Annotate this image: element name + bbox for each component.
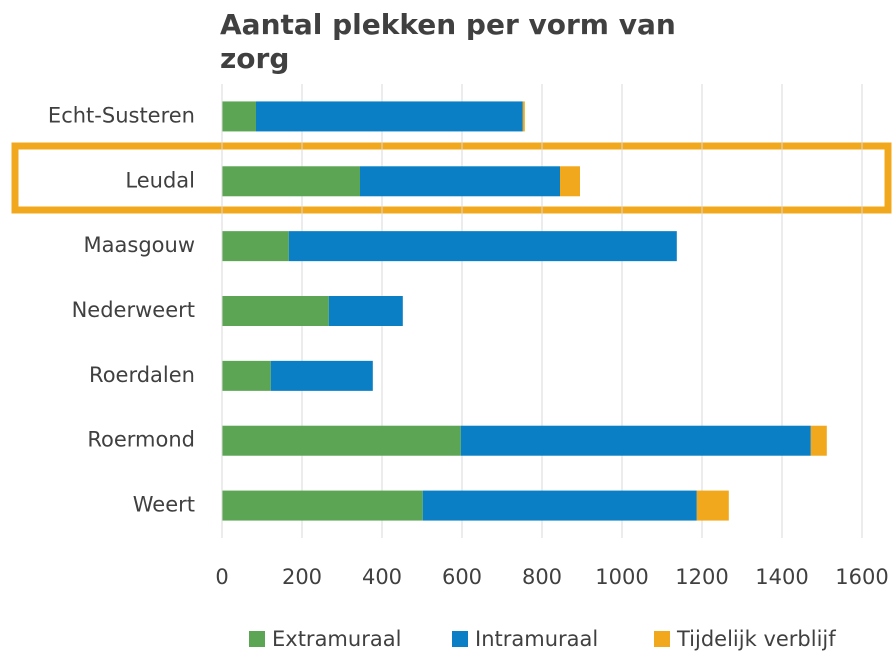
bar-segment [810,425,827,456]
x-tick-label: 1000 [595,565,648,589]
legend-label: Intramuraal [475,627,598,651]
highlight-box [11,142,892,214]
y-tick-label: Maasgouw [84,233,195,257]
bar-segment [288,231,677,262]
bar-segment [256,101,523,132]
x-tick-label: 600 [442,565,482,589]
bar-segment [328,296,403,326]
y-tick-label: Roermond [87,428,195,452]
x-tick-label: 800 [522,565,562,589]
y-tick-label: Nederweert [72,298,195,322]
bar-segment [560,166,580,197]
legend-swatch [249,631,265,647]
bar-segment [696,490,729,521]
bar-segment [270,360,373,391]
y-tick-label: Leudal [125,168,195,192]
bar-segment [222,296,329,326]
bar-segment [222,425,461,456]
bar-segment [222,101,256,132]
x-tick-label: 200 [282,565,322,589]
legend-swatch [452,631,468,647]
x-tick-label: 1600 [835,565,888,589]
bar-segment [460,425,811,456]
y-tick-label: Echt-Susteren [48,103,195,127]
bar-segment [222,166,360,197]
bar-segment [522,101,525,132]
bar-segment [222,231,289,262]
x-tick-label: 400 [362,565,402,589]
legend-label: Extramuraal [272,627,401,651]
bar-segment [422,490,697,521]
bar-segment [222,360,271,391]
chart-title: Aantal plekken per vorm van zorg [220,8,676,75]
x-tick-label: 0 [215,565,228,589]
legend-swatch [654,631,670,647]
bar-segment [222,490,423,521]
legend-label: Tijdelijk verblijf [676,627,836,651]
bar-segment [360,166,560,197]
y-tick-label: Roerdalen [89,363,195,387]
y-tick-label: Weert [133,493,195,517]
x-tick-label: 1400 [755,565,808,589]
x-tick-label: 1200 [675,565,728,589]
